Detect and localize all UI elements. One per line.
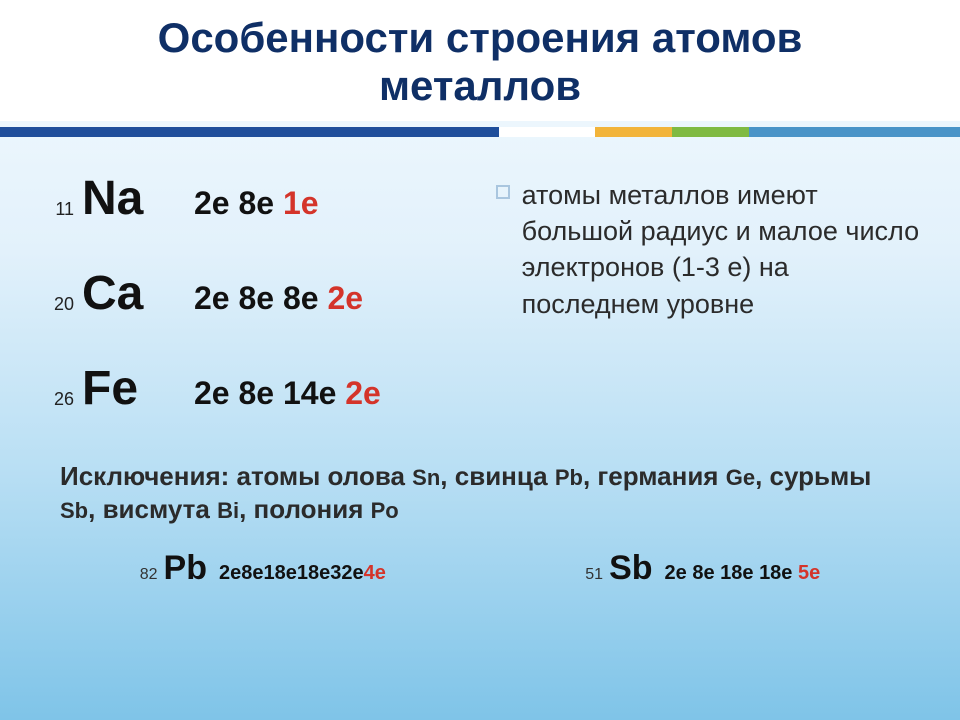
element-row-na: 11 Na 2е 8е 1е <box>40 171 486 226</box>
config-outer: 2е <box>327 280 363 316</box>
config-inner: 2е 8е <box>194 185 283 221</box>
divider-seg-1 <box>0 127 499 137</box>
elements-column: 11 Na 2е 8е 1е 20 Ca 2е 8е 8е 2е 26 Fe 2… <box>40 171 486 456</box>
electron-config: 2е 8е 18е 18е 5е <box>665 562 821 585</box>
ex-sym-po: Po <box>371 498 399 523</box>
divider-seg-4 <box>672 127 749 137</box>
ex-sym-bi: Bi <box>217 498 239 523</box>
slide-title: Особенности строения атомов металлов <box>0 14 960 111</box>
title-line-1: Особенности строения атомов <box>158 14 803 61</box>
element-symbol: Na <box>74 171 194 226</box>
ex-t2: , германия <box>583 461 726 491</box>
exceptions-text: Исключения: атомы олова Sn, свинца Pb, г… <box>0 456 960 528</box>
divider-seg-3 <box>595 127 672 137</box>
ex-sym-pb: Pb <box>555 465 583 490</box>
config-inner: 2е8е18е18е32е <box>219 562 364 584</box>
divider-seg-2 <box>499 127 595 137</box>
element-symbol: Ca <box>74 266 194 321</box>
title-line-2: металлов <box>379 62 581 109</box>
element-row-fe: 26 Fe 2е 8е 14е 2е <box>40 361 486 416</box>
element-symbol: Fe <box>74 361 194 416</box>
electron-config: 2е 8е 8е 2е <box>194 280 363 317</box>
color-divider <box>0 127 960 137</box>
config-outer: 5е <box>798 562 820 584</box>
divider-seg-5 <box>749 127 960 137</box>
ex-sym-sn: Sn <box>412 465 440 490</box>
bottom-element-pb: 82 Pb 2е8е18е18е32е4е <box>140 549 386 588</box>
atomic-number: 26 <box>40 389 74 416</box>
atomic-number: 51 <box>585 566 603 588</box>
atomic-number: 20 <box>40 294 74 321</box>
element-symbol: Pb <box>164 549 207 588</box>
atomic-number: 82 <box>140 566 158 588</box>
atomic-number: 11 <box>40 199 74 226</box>
description-column: атомы металлов имеют большой радиус и ма… <box>486 171 920 456</box>
ex-t4: , висмута <box>88 494 217 524</box>
content-area: 11 Na 2е 8е 1е 20 Ca 2е 8е 8е 2е 26 Fe 2… <box>0 137 960 456</box>
exceptions-lead: Исключения: атомы олова <box>60 461 412 491</box>
ex-sym-ge: Ge <box>726 465 755 490</box>
bottom-element-sb: 51 Sb 2е 8е 18е 18е 5е <box>585 549 820 588</box>
config-inner: 2е 8е 18е 18е <box>665 562 798 584</box>
ex-t1: , свинца <box>440 461 555 491</box>
ex-t5: , полония <box>239 494 371 524</box>
bullet-text: атомы металлов имеют большой радиус и ма… <box>522 177 920 323</box>
ex-t3: , сурьмы <box>755 461 871 491</box>
slide-title-block: Особенности строения атомов металлов <box>0 0 960 121</box>
config-inner: 2е 8е 14е <box>194 375 345 411</box>
config-outer: 1е <box>283 185 319 221</box>
bullet-item: атомы металлов имеют большой радиус и ма… <box>496 177 920 323</box>
bottom-elements-row: 82 Pb 2е8е18е18е32е4е 51 Sb 2е 8е 18е 18… <box>0 527 960 588</box>
config-inner: 2е 8е 8е <box>194 280 327 316</box>
element-symbol: Sb <box>609 549 652 588</box>
electron-config: 2е 8е 14е 2е <box>194 375 381 412</box>
ex-sym-sb: Sb <box>60 498 88 523</box>
config-outer: 2е <box>345 375 381 411</box>
electron-config: 2е8е18е18е32е4е <box>219 562 386 585</box>
element-row-ca: 20 Ca 2е 8е 8е 2е <box>40 266 486 321</box>
electron-config: 2е 8е 1е <box>194 185 319 222</box>
config-outer: 4е <box>364 562 386 584</box>
bullet-square-icon <box>496 185 510 199</box>
